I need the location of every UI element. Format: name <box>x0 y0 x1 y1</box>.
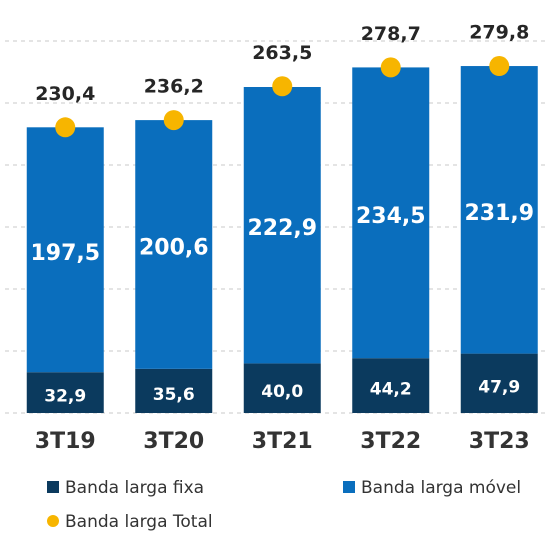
legend-swatch <box>47 481 59 493</box>
total-marker <box>489 56 510 77</box>
segment-label: 222,9 <box>247 216 317 241</box>
x-tick-label: 3T19 <box>35 429 96 454</box>
x-tick-label: 3T21 <box>252 429 313 454</box>
total-marker <box>163 110 184 131</box>
bar-segment <box>352 358 430 413</box>
segment-label: 44,2 <box>370 380 412 400</box>
segment-label: 197,5 <box>30 241 100 266</box>
segment-label: 231,9 <box>464 201 534 226</box>
bar-segment <box>352 67 430 359</box>
segment-label: 32,9 <box>44 387 86 407</box>
legend-label: Banda larga Total <box>65 512 213 532</box>
bar-segment <box>460 66 538 354</box>
bar-segment <box>135 368 213 413</box>
legend-swatch <box>47 515 59 527</box>
bar-segment <box>243 87 321 364</box>
x-tick-label: 3T23 <box>469 429 530 454</box>
legend-label: Banda larga móvel <box>361 478 521 498</box>
segment-label: 35,6 <box>153 385 195 405</box>
bar-segment <box>26 372 104 413</box>
bar-segment <box>460 353 538 413</box>
segment-label: 200,6 <box>139 235 209 260</box>
segment-label: 234,5 <box>356 204 426 229</box>
total-label: 230,4 <box>35 83 95 105</box>
bar-segment <box>26 127 104 373</box>
total-label: 278,7 <box>361 23 421 45</box>
total-marker <box>55 117 76 138</box>
segment-label: 47,9 <box>478 377 520 397</box>
total-marker <box>272 76 293 97</box>
total-label: 263,5 <box>252 42 312 64</box>
segment-label: 40,0 <box>261 382 303 402</box>
x-tick-label: 3T20 <box>143 429 204 454</box>
legend-swatch <box>343 481 355 493</box>
bar-segment <box>135 120 213 369</box>
bar-segment <box>243 363 321 413</box>
total-marker <box>380 57 401 78</box>
legend-label: Banda larga fixa <box>65 478 204 498</box>
total-label: 279,8 <box>469 22 529 44</box>
x-tick-label: 3T22 <box>360 429 421 454</box>
total-label: 236,2 <box>144 76 204 98</box>
